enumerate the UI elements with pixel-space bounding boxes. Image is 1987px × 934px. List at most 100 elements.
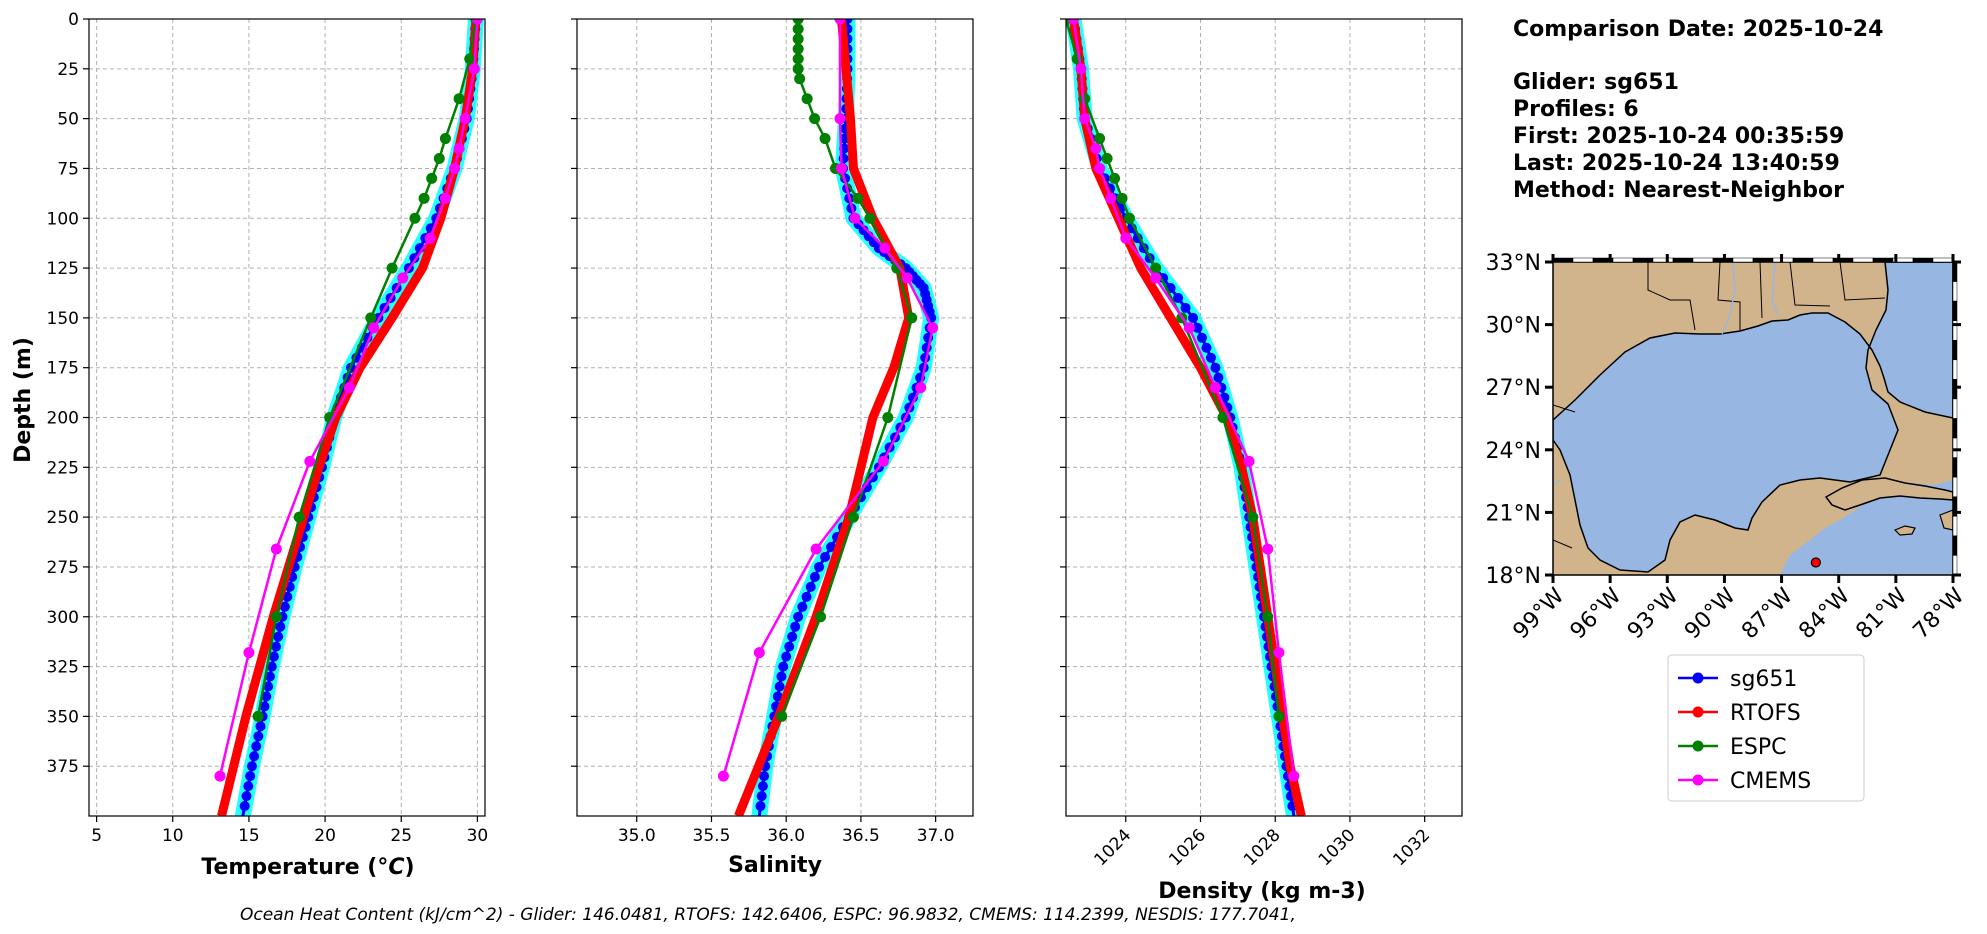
data-point-sg651 <box>243 781 254 792</box>
last-time: Last: 2025-10-24 13:40:59 <box>1513 151 1840 176</box>
y-tick-label: 350 <box>47 707 79 727</box>
data-point-cmems <box>1273 647 1285 659</box>
data-point-espc <box>453 93 465 105</box>
x-tick-label: 35.5 <box>693 826 731 846</box>
data-point-sg651 <box>251 741 262 752</box>
data-point-cmems <box>397 272 409 284</box>
data-point-sg651 <box>820 551 831 562</box>
data-point-sg651 <box>797 601 808 612</box>
legend: sg651 RTOFS ESPC CMEMS <box>1667 654 1865 802</box>
plot-area <box>214 19 484 816</box>
x-tick-label: 36.5 <box>842 826 880 846</box>
data-point-sg651 <box>759 771 770 782</box>
data-point-sg651 <box>805 581 816 592</box>
data-point-sg651 <box>826 542 837 553</box>
data-point-sg651 <box>253 731 264 742</box>
data-point-sg651 <box>249 751 260 762</box>
comparison-date: Comparison Date: 2025-10-24 <box>1513 17 1883 42</box>
data-point-cmems <box>243 647 255 659</box>
series-line-espc <box>256 19 478 717</box>
method: Method: Nearest-Neighbor <box>1513 178 1844 203</box>
density-axis-label: Density (kg m-3) <box>1158 879 1366 904</box>
series-line-cmems <box>1072 19 1296 777</box>
map-border-segment <box>1952 457 1958 478</box>
data-point-espc <box>776 710 788 722</box>
data-point-cmems <box>849 212 861 224</box>
map-lon-label: 96°W <box>1566 583 1627 644</box>
data-point-cmems <box>1288 770 1300 782</box>
data-point-espc <box>792 43 804 55</box>
data-point-sg651 <box>814 561 825 572</box>
data-point-cmems <box>471 19 483 25</box>
data-point-sg651 <box>1205 352 1216 363</box>
y-tick-label: 0 <box>68 10 79 30</box>
data-point-sg651 <box>263 681 274 692</box>
glider-position-marker <box>1810 557 1821 568</box>
map-border-segment <box>1952 398 1958 419</box>
data-point-sg651 <box>1196 332 1207 343</box>
data-point-espc <box>293 511 305 523</box>
map-lon-label: 90°W <box>1680 583 1741 644</box>
glider-spread-band <box>1066 19 1302 816</box>
data-point-sg651 <box>776 671 787 682</box>
x-tick-label: 35.0 <box>618 826 656 846</box>
map-border-segment <box>1672 257 1694 263</box>
ocean-heat-content: Ocean Heat Content (kJ/cm^2) - Glider: 1… <box>240 905 1296 925</box>
data-point-cmems <box>753 647 765 659</box>
data-point-espc <box>252 710 264 722</box>
map-border-segment <box>1852 257 1874 263</box>
data-point-espc <box>792 19 804 25</box>
data-point-sg651 <box>774 681 785 692</box>
data-point-cmems <box>468 63 480 75</box>
x-tick-label: 30 <box>467 826 489 846</box>
temperature-panel: 5 10 15 20 25 3002550751001251501752002252502… <box>47 10 489 846</box>
x-tick-label: 25 <box>390 826 412 846</box>
data-point-cmems <box>1079 113 1091 125</box>
data-point-espc <box>1124 212 1136 224</box>
data-point-espc <box>794 73 806 85</box>
map-lat-label: 30°N <box>1486 314 1541 339</box>
data-point-espc <box>1262 611 1274 623</box>
data-point-espc <box>386 262 398 274</box>
series-line-espc <box>1066 19 1281 717</box>
data-point-sg651 <box>279 601 290 612</box>
map-border-segment <box>1952 555 1958 576</box>
data-point-cmems <box>1094 162 1106 174</box>
data-point-espc <box>426 172 438 184</box>
y-tick-label: 75 <box>57 159 79 179</box>
data-point-espc <box>852 192 864 204</box>
data-point-cmems <box>368 322 380 334</box>
data-point-espc <box>464 53 476 65</box>
data-point-cmems <box>1090 143 1102 155</box>
data-point-espc <box>1217 412 1229 423</box>
map-cuba <box>1824 477 1953 511</box>
data-point-sg651 <box>781 651 792 662</box>
map-border-segment <box>1572 257 1594 263</box>
data-point-cmems <box>1075 63 1087 75</box>
map-lon-label: 99°W <box>1509 583 1570 644</box>
data-point-sg651 <box>801 591 812 602</box>
data-point-sg651 <box>264 671 275 682</box>
map-lat-label: 33°N <box>1486 251 1541 276</box>
salinity-axis-label: Salinity <box>728 853 822 878</box>
data-point-cmems <box>901 272 913 284</box>
legend-label-rtofs: RTOFS <box>1730 701 1801 726</box>
data-point-sg651 <box>261 691 272 702</box>
data-point-sg651 <box>246 761 257 772</box>
data-point-cmems <box>1120 232 1132 244</box>
y-tick-label: 200 <box>47 409 79 429</box>
data-point-espc <box>1116 192 1128 204</box>
map-lat-label: 21°N <box>1486 501 1541 526</box>
data-point-cmems <box>453 143 465 155</box>
data-point-espc <box>864 212 876 224</box>
data-point-sg651 <box>757 781 768 792</box>
map-border-segment <box>1872 257 1894 263</box>
data-point-cmems <box>1067 19 1079 25</box>
map-border-segment <box>1812 257 1834 263</box>
data-point-sg651 <box>1192 322 1203 333</box>
data-point-sg651 <box>255 721 266 732</box>
map-lat-label: 24°N <box>1486 439 1541 464</box>
map-border-segment <box>1732 257 1754 263</box>
data-point-espc <box>792 53 804 65</box>
x-tick-label: 1028 <box>1240 825 1285 870</box>
